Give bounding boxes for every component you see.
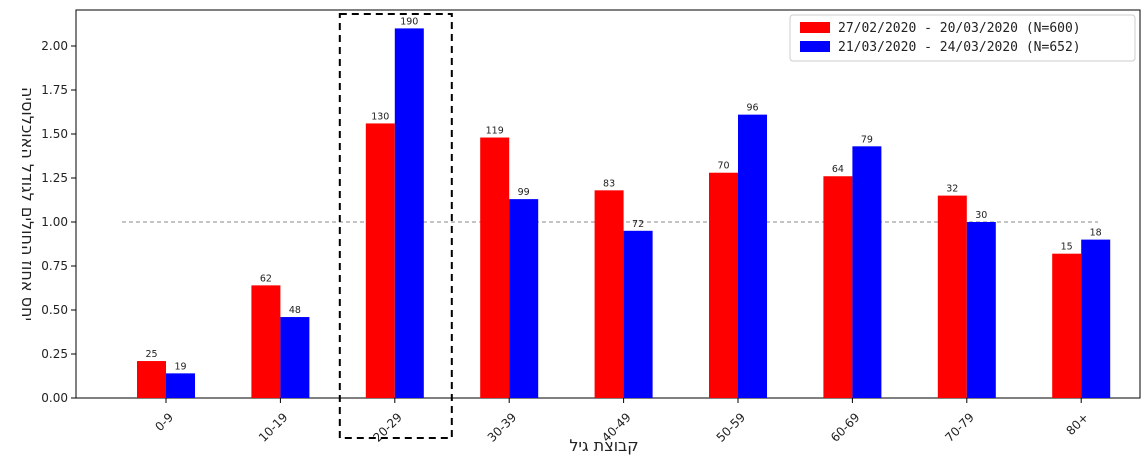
data-label: 190 (400, 16, 418, 27)
legend-swatch (800, 41, 830, 52)
data-label: 70 (717, 161, 729, 172)
x-tick-label: 10-19 (256, 410, 291, 445)
bar-red-40-49 (595, 190, 624, 398)
y-tick-label: 1.50 (41, 127, 68, 141)
data-label: 119 (486, 126, 504, 137)
bar-blue-60-69 (852, 146, 881, 398)
y-tick-label: 1.75 (41, 83, 68, 97)
y-tick-label: 1.25 (41, 171, 68, 185)
legend-label: 21/03/2020 - 24/03/2020 (N=652) (838, 40, 1081, 55)
data-label: 15 (1061, 242, 1073, 253)
bar-red-70-79 (938, 196, 967, 398)
y-tick-label: 0.00 (41, 391, 68, 405)
data-label: 48 (289, 305, 301, 316)
bar-blue-40-49 (624, 231, 653, 398)
x-axis-label: קבוצת גיל (569, 436, 638, 455)
bar-blue-70-79 (967, 222, 996, 398)
bar-red-10-19 (251, 285, 280, 398)
y-axis: 0.00 0.25 0.50 0.75 1.00 1.25 1.50 1.75 2.00 (41, 39, 76, 405)
y-axis-label: יחס אחוז החולים לגודל האוכלוסיה (18, 87, 37, 321)
x-tick-label: 0-9 (152, 410, 176, 434)
data-label: 18 (1090, 228, 1102, 239)
bar-blue-30-39 (509, 199, 538, 398)
bar-blue-10-19 (280, 317, 309, 398)
x-tick-label: 60-69 (828, 410, 863, 445)
data-label: 32 (946, 184, 958, 195)
data-label: 96 (746, 103, 758, 114)
data-label: 99 (518, 187, 530, 198)
bar-blue-50-59 (738, 115, 767, 398)
data-label: 64 (832, 164, 844, 175)
x-tick-label: 70-79 (942, 410, 977, 445)
data-label: 72 (632, 219, 644, 230)
legend-label: 27/02/2020 - 20/03/2020 (N=600) (838, 21, 1081, 36)
data-label: 19 (174, 361, 186, 372)
bar-red-20-29 (366, 123, 395, 398)
bar-blue-20-29 (395, 28, 424, 398)
bar-red-30-39 (480, 138, 509, 398)
x-tick-label: 50-59 (714, 410, 749, 445)
y-tick-label: 1.00 (41, 215, 68, 229)
x-tick-label: 30-39 (485, 410, 520, 445)
legend: 27/02/2020 - 20/03/2020 (N=600) 21/03/202… (790, 15, 1135, 61)
x-tick-label: 80+ (1064, 410, 1092, 438)
bars: 25 19 62 48 130 190 119 99 83 72 70 96 64 79 32 30 15 18 (137, 16, 1110, 398)
legend-swatch (800, 22, 830, 33)
bar-red-0-9 (137, 361, 166, 398)
bar-red-80+ (1052, 254, 1081, 398)
data-label: 79 (861, 134, 873, 145)
bar-red-60-69 (823, 176, 852, 398)
x-tick-label: 20-29 (370, 410, 405, 445)
data-label: 83 (603, 178, 615, 189)
y-tick-label: 2.00 (41, 39, 68, 53)
y-tick-label: 0.50 (41, 303, 68, 317)
y-tick-label: 0.25 (41, 347, 68, 361)
y-tick-label: 0.75 (41, 259, 68, 273)
data-label: 30 (975, 210, 987, 221)
bar-red-50-59 (709, 173, 738, 398)
data-label: 130 (371, 111, 389, 122)
bar-blue-80+ (1081, 240, 1110, 398)
data-label: 62 (260, 273, 272, 284)
bar-blue-0-9 (166, 373, 195, 398)
data-label: 25 (145, 349, 157, 360)
